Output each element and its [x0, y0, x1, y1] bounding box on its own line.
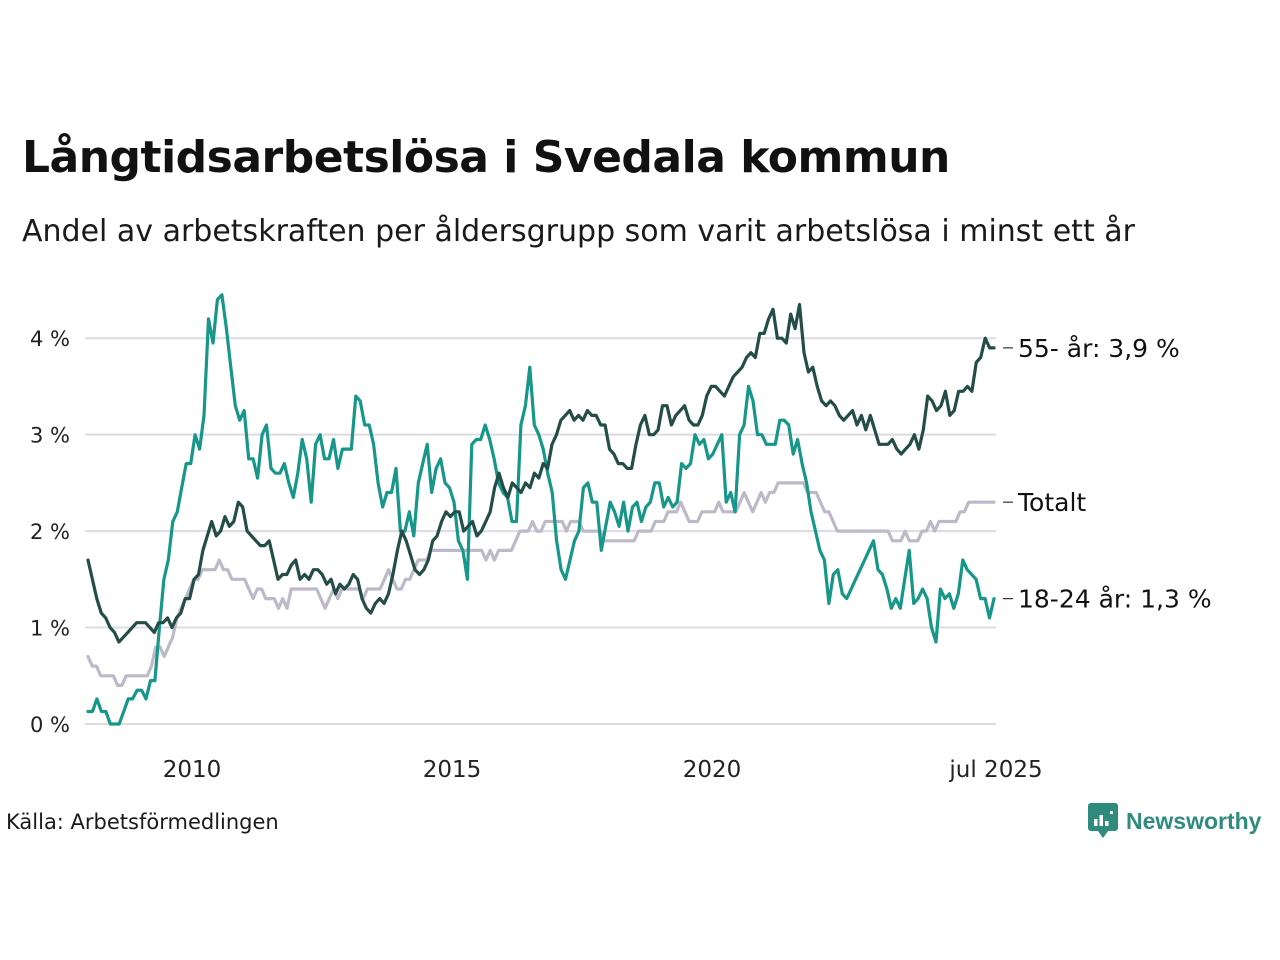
series-line-55-r: [86, 302, 996, 644]
series-end-label: 18-24 år: 1,3 %: [1018, 585, 1212, 614]
x-tick-label: 2020: [683, 757, 742, 783]
x-tick-label: jul 2025: [948, 757, 1042, 783]
newsworthy-logo-icon: [1088, 803, 1118, 838]
y-tick-label: 1 %: [30, 617, 70, 641]
y-tick-label: 3 %: [30, 424, 70, 448]
brand-name: Newsworthy: [1126, 807, 1262, 834]
y-tick-label: 4 %: [30, 327, 70, 351]
series-line-totalt: [86, 481, 996, 687]
series-end-label: Totalt: [1017, 488, 1086, 517]
x-tick-label: 2010: [163, 757, 222, 783]
source-note: Källa: Arbetsförmedlingen: [6, 810, 279, 834]
brand-logo: Newsworthy: [1088, 803, 1261, 839]
y-tick-label: 0 %: [30, 713, 70, 737]
x-tick-label: 2015: [423, 757, 482, 783]
series-end-label: 55- år: 3,9 %: [1018, 334, 1180, 363]
chart-title: Långtidsarbetslösa i Svedala kommun: [22, 132, 950, 183]
series-line-18-24-r: [86, 293, 996, 726]
chart-subtitle: Andel av arbetskraften per åldersgrupp s…: [22, 214, 1135, 249]
y-tick-label: 2 %: [30, 520, 70, 544]
